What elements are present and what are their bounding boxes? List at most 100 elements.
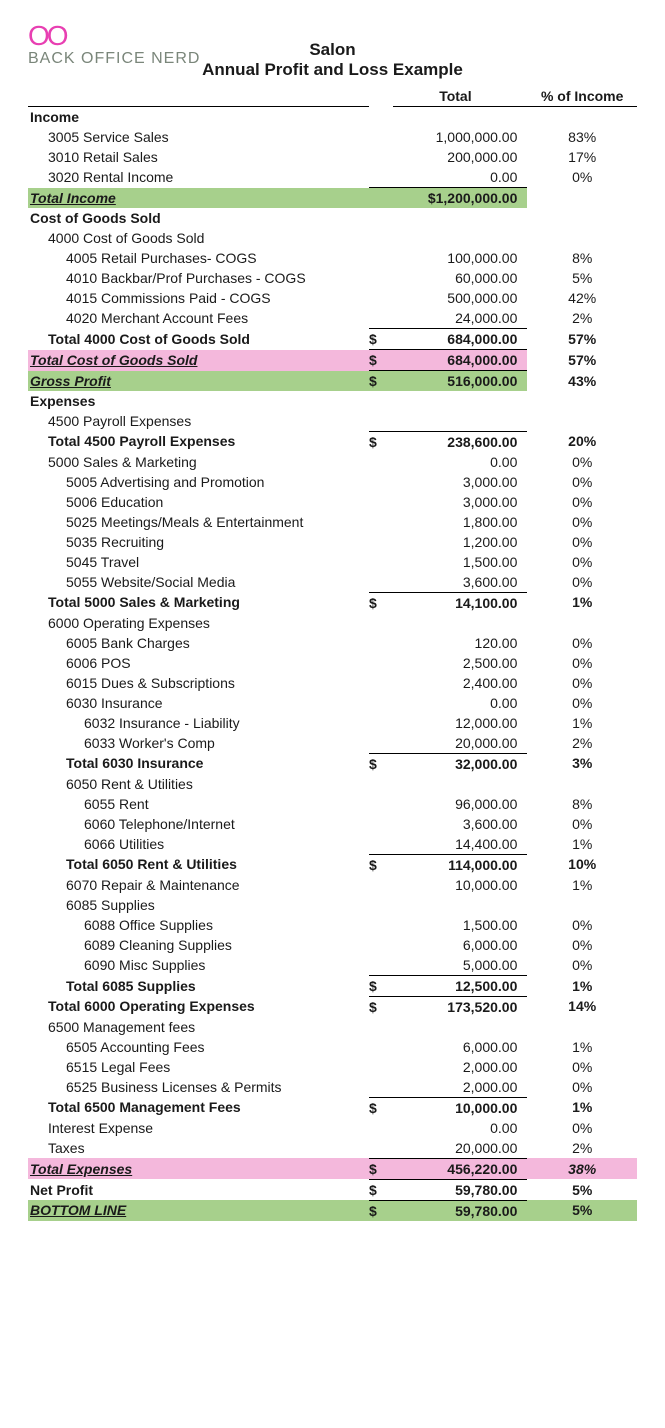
row-currency bbox=[369, 955, 393, 976]
row-currency bbox=[369, 1057, 393, 1077]
row-label: 6033 Worker's Comp bbox=[28, 733, 369, 754]
row: 5035 Recruiting1,200.000% bbox=[28, 532, 637, 552]
row-currency bbox=[369, 268, 393, 288]
row-pct: 1% bbox=[527, 875, 637, 895]
row-pct: 2% bbox=[527, 733, 637, 754]
row-pct: 14% bbox=[527, 996, 637, 1017]
row-currency: $ bbox=[369, 371, 393, 392]
row-amount: 684,000.00 bbox=[393, 329, 527, 350]
row-label: 6515 Legal Fees bbox=[28, 1057, 369, 1077]
row-currency bbox=[369, 814, 393, 834]
row-currency bbox=[369, 633, 393, 653]
row: 5000 Sales & Marketing0.000% bbox=[28, 452, 637, 472]
row-currency bbox=[369, 1138, 393, 1159]
row-currency bbox=[369, 693, 393, 713]
row-label: 3020 Rental Income bbox=[28, 167, 369, 188]
row-currency bbox=[369, 935, 393, 955]
row-amount: 238,600.00 bbox=[393, 431, 527, 452]
row: Net Profit$59,780.005% bbox=[28, 1179, 637, 1200]
row-pct: 2% bbox=[527, 308, 637, 329]
row-label: Total Cost of Goods Sold bbox=[28, 350, 369, 371]
row-label: 4010 Backbar/Prof Purchases - COGS bbox=[28, 268, 369, 288]
row-amount: 2,000.00 bbox=[393, 1077, 527, 1098]
row: Total 6000 Operating Expenses$173,520.00… bbox=[28, 996, 637, 1017]
row-amount: 12,500.00 bbox=[393, 975, 527, 996]
row-label: 5045 Travel bbox=[28, 552, 369, 572]
row: 6089 Cleaning Supplies6,000.000% bbox=[28, 935, 637, 955]
row-pct: 83% bbox=[527, 127, 637, 147]
row-pct: 0% bbox=[527, 532, 637, 552]
row-amount: 2,000.00 bbox=[393, 1057, 527, 1077]
row: 6055 Rent96,000.008% bbox=[28, 794, 637, 814]
row-currency: $ bbox=[369, 975, 393, 996]
row-label: Interest Expense bbox=[28, 1118, 369, 1138]
row-currency: $ bbox=[369, 1158, 393, 1179]
row: Taxes20,000.002% bbox=[28, 1138, 637, 1159]
row-amount: 0.00 bbox=[393, 1118, 527, 1138]
row-label: Taxes bbox=[28, 1138, 369, 1159]
row-pct: 1% bbox=[527, 1037, 637, 1057]
row-pct bbox=[527, 107, 637, 128]
row-label: 6066 Utilities bbox=[28, 834, 369, 855]
row-label: Total 4500 Payroll Expenses bbox=[28, 431, 369, 452]
row-label: 6015 Dues & Subscriptions bbox=[28, 673, 369, 693]
row-label: Total 6085 Supplies bbox=[28, 975, 369, 996]
row-amount: 3,000.00 bbox=[393, 472, 527, 492]
row-amount: 20,000.00 bbox=[393, 733, 527, 754]
row-currency bbox=[369, 673, 393, 693]
row: 6066 Utilities14,400.001% bbox=[28, 834, 637, 855]
row: Total 6030 Insurance$32,000.003% bbox=[28, 753, 637, 774]
row: 5005 Advertising and Promotion3,000.000% bbox=[28, 472, 637, 492]
pl-table: Total % of Income Income3005 Service Sal… bbox=[28, 86, 637, 1221]
row-label: 6055 Rent bbox=[28, 794, 369, 814]
row-amount: 14,100.00 bbox=[393, 592, 527, 613]
row: 5055 Website/Social Media3,600.000% bbox=[28, 572, 637, 593]
row-label: Total 6000 Operating Expenses bbox=[28, 996, 369, 1017]
row: 6005 Bank Charges120.000% bbox=[28, 633, 637, 653]
row: Total 4500 Payroll Expenses$238,600.0020… bbox=[28, 431, 637, 452]
row-label: 6005 Bank Charges bbox=[28, 633, 369, 653]
row-pct: 0% bbox=[527, 1057, 637, 1077]
row: 6033 Worker's Comp 20,000.002% bbox=[28, 733, 637, 754]
row-label: 6000 Operating Expenses bbox=[28, 613, 369, 633]
row-currency bbox=[369, 107, 393, 128]
row-currency bbox=[369, 572, 393, 593]
row-currency bbox=[369, 552, 393, 572]
row: 5025 Meetings/Meals & Entertainment1,800… bbox=[28, 512, 637, 532]
row: 6515 Legal Fees 2,000.000% bbox=[28, 1057, 637, 1077]
header-row: Total % of Income bbox=[28, 86, 637, 107]
row-currency bbox=[369, 411, 393, 431]
row-pct: 0% bbox=[527, 693, 637, 713]
row-amount bbox=[393, 1017, 527, 1037]
row-label: 5055 Website/Social Media bbox=[28, 572, 369, 593]
row-pct: 1% bbox=[527, 975, 637, 996]
row-currency bbox=[369, 228, 393, 248]
row-amount bbox=[393, 208, 527, 228]
row-amount: 1,200.00 bbox=[393, 532, 527, 552]
row-pct bbox=[527, 188, 637, 209]
row-label: 4500 Payroll Expenses bbox=[28, 411, 369, 431]
header-pct: % of Income bbox=[527, 86, 637, 107]
row-pct bbox=[527, 208, 637, 228]
row-label: 4005 Retail Purchases- COGS bbox=[28, 248, 369, 268]
row-amount: 1,500.00 bbox=[393, 552, 527, 572]
row-currency bbox=[369, 774, 393, 794]
row-label: 5006 Education bbox=[28, 492, 369, 512]
row-pct: 1% bbox=[527, 592, 637, 613]
row-label: 6525 Business Licenses & Permits bbox=[28, 1077, 369, 1098]
row-currency: $ bbox=[369, 329, 393, 350]
row-amount: 1,000,000.00 bbox=[393, 127, 527, 147]
row-label: 6090 Misc Supplies bbox=[28, 955, 369, 976]
row-currency: $ bbox=[369, 1179, 393, 1200]
row-amount bbox=[393, 774, 527, 794]
row-currency bbox=[369, 532, 393, 552]
row-currency bbox=[369, 834, 393, 855]
header-total: Total bbox=[393, 86, 527, 107]
row-amount: 59,780.00 bbox=[393, 1179, 527, 1200]
row-label: 3010 Retail Sales bbox=[28, 147, 369, 167]
row-currency bbox=[369, 794, 393, 814]
row-amount: 100,000.00 bbox=[393, 248, 527, 268]
row-amount bbox=[393, 895, 527, 915]
row-pct bbox=[527, 411, 637, 431]
row-currency: $ bbox=[369, 592, 393, 613]
